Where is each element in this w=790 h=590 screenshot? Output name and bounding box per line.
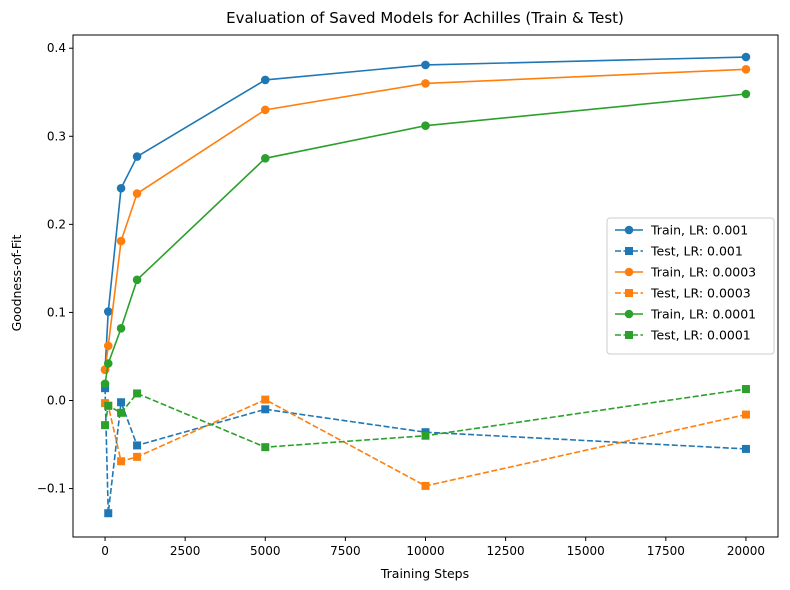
y-tick-label: 0.0 [47, 393, 66, 407]
legend-item: Test, LR: 0.0003 [615, 286, 751, 301]
x-tick-label: 5000 [250, 544, 281, 558]
data-point [132, 189, 142, 198]
data-point [260, 75, 270, 85]
data-point [117, 398, 126, 407]
data-point [101, 384, 110, 393]
y-tick-label: −0.1 [37, 482, 66, 496]
y-tick-label: 0.4 [47, 41, 66, 55]
series-1 [101, 384, 750, 518]
legend-label: Train, LR: 0.0001 [650, 307, 756, 322]
x-tick-label: 17500 [647, 544, 685, 558]
data-point [103, 307, 113, 316]
chart-title: Evaluation of Saved Models for Achilles … [226, 9, 624, 27]
data-point [116, 236, 126, 246]
data-point [133, 441, 142, 450]
y-tick-label: 0.1 [47, 305, 66, 319]
data-point [421, 431, 430, 440]
data-point [421, 481, 430, 490]
data-point [741, 52, 751, 62]
legend-marker [624, 309, 634, 319]
legend-item: Train, LR: 0.001 [615, 223, 748, 238]
data-point [261, 443, 270, 452]
y-tick-label: 0.2 [47, 217, 66, 231]
legend-item: Test, LR: 0.0001 [615, 328, 751, 343]
data-point [117, 408, 126, 417]
data-point [260, 153, 270, 163]
plot-series [100, 52, 751, 518]
data-point [133, 389, 142, 398]
data-point [132, 152, 142, 161]
data-point [133, 452, 142, 461]
data-point [103, 359, 113, 368]
data-point [117, 457, 126, 466]
legend-marker [625, 289, 633, 297]
legend-marker [625, 331, 633, 339]
x-axis-title: Training Steps [380, 566, 469, 581]
series-3 [101, 395, 750, 490]
y-tick-label: 0.3 [47, 129, 66, 143]
legend-label: Test, LR: 0.0001 [650, 328, 751, 343]
legend-item: Train, LR: 0.0001 [615, 307, 756, 322]
x-tick-label: 20000 [727, 544, 765, 558]
legend-marker [624, 267, 634, 277]
legend-item: Train, LR: 0.0003 [615, 265, 756, 280]
x-axis: 0 2500 5000 7500 10000 12500 15000 17500 20000 [101, 537, 765, 558]
data-point [132, 275, 142, 285]
series-2 [100, 65, 751, 374]
series-4 [100, 89, 751, 389]
data-point [104, 401, 113, 410]
legend-label: Test, LR: 0.0003 [650, 286, 751, 301]
legend-item: Test, LR: 0.001 [615, 244, 743, 259]
data-point [421, 79, 430, 88]
data-point [100, 379, 110, 389]
data-point [741, 65, 751, 74]
data-point [741, 444, 750, 453]
data-point [741, 89, 751, 99]
legend-label: Train, LR: 0.001 [650, 223, 748, 238]
legend-marker [625, 247, 633, 255]
data-point [101, 421, 110, 430]
data-point [261, 405, 270, 414]
x-tick-label: 12500 [487, 544, 525, 558]
data-point [104, 509, 113, 518]
legend-label: Train, LR: 0.0003 [650, 265, 756, 280]
data-point [741, 385, 750, 394]
data-point [260, 105, 270, 115]
legend-frame [606, 217, 775, 355]
data-point [261, 395, 270, 404]
y-axis-title: Goodness-of-Fit [9, 234, 24, 331]
x-tick-label: 15000 [567, 544, 605, 558]
legend-label: Test, LR: 0.001 [650, 244, 743, 259]
data-point [421, 121, 430, 131]
data-point [116, 323, 126, 333]
x-tick-label: 2500 [170, 544, 201, 558]
data-point [116, 183, 126, 193]
x-tick-label: 0 [101, 544, 109, 558]
series-0 [100, 52, 751, 374]
x-tick-label: 10000 [406, 544, 444, 558]
data-point [421, 60, 430, 70]
legend-marker [624, 225, 634, 235]
series-line [104, 398, 747, 487]
legend: Train, LR: 0.001 Test, LR: 0.001 Train, LR… [606, 217, 775, 355]
data-point [741, 410, 750, 419]
x-tick-label: 7500 [330, 544, 361, 558]
y-axis: −0.1 0.0 0.1 0.2 0.3 0.4 [37, 41, 73, 496]
series-line [104, 388, 746, 514]
data-point [103, 341, 113, 351]
series-5 [101, 385, 750, 452]
